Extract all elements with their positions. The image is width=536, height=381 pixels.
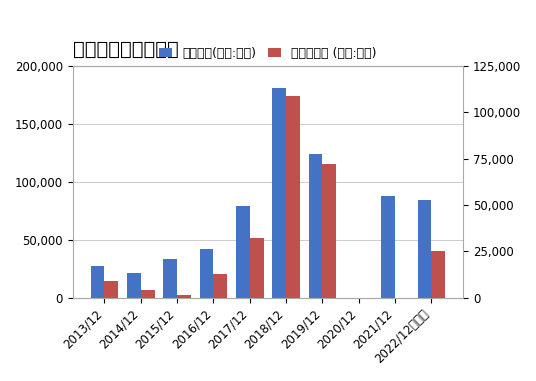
Bar	[286, 96, 300, 298]
Bar	[418, 200, 431, 298]
Legend: 営業利益(単位:百万), 当期純利益 (単位:百万): 営業利益(単位:百万), 当期純利益 (単位:百万)	[154, 42, 382, 65]
Bar	[213, 274, 227, 298]
Bar	[127, 273, 141, 298]
Bar	[199, 249, 213, 298]
Bar	[236, 206, 250, 298]
Bar	[105, 281, 118, 298]
Bar	[309, 154, 323, 298]
Bar	[381, 196, 395, 298]
Bar	[91, 266, 105, 298]
Text: 昭和電工の利益推移: 昭和電工の利益推移	[73, 40, 178, 59]
Bar	[141, 290, 154, 298]
Bar	[431, 251, 445, 298]
Bar	[163, 259, 177, 298]
Bar	[250, 239, 264, 298]
Bar	[323, 164, 336, 298]
Bar	[177, 295, 191, 298]
Bar	[272, 88, 286, 298]
